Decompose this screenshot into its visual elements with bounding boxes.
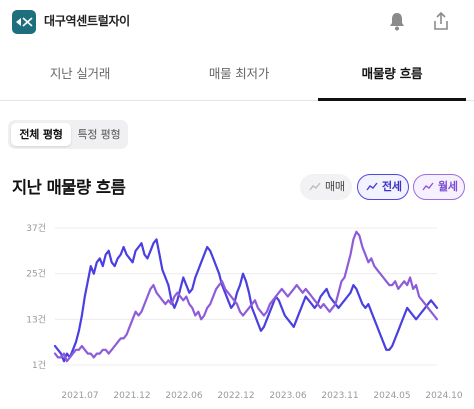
y-tick-label: 25건 [26, 269, 46, 280]
series-line-monthly-rent [53, 230, 439, 363]
share-icon[interactable] [430, 10, 452, 32]
area-type-toggle: 전체 평형 특정 평형 [8, 120, 128, 149]
segment-specific-area[interactable]: 특정 평형 [77, 128, 121, 141]
legend-chip-sale[interactable]: 매매 [300, 174, 352, 200]
y-tick-label: 37건 [26, 223, 46, 234]
trend-line-icon [366, 182, 378, 191]
legend-chip-monthly-rent[interactable]: 월세 [413, 174, 465, 200]
x-tick-label: 2023.11 [321, 391, 358, 401]
legend-label-sale: 매매 [325, 180, 345, 193]
app-header: 대구역센트럴자이 [0, 0, 474, 44]
tab-bar: 지난 실거래 매물 최저가 매물량 흐름 [0, 50, 474, 101]
listing-flow-chart: 37건 25건 13건 1건 2021.07 2021.12 2022.06 2022.12 2… [26, 223, 463, 401]
apartment-logo-icon [12, 10, 36, 34]
legend-label-monthly-rent: 월세 [438, 180, 458, 193]
legend-label-jeonse: 전세 [382, 180, 402, 193]
x-tick-label: 2022.12 [217, 391, 254, 401]
section-title: 지난 매물량 흐름 [12, 178, 126, 197]
trend-line-icon [309, 182, 321, 191]
active-tab-indicator [318, 98, 466, 101]
x-tick-label: 2022.06 [165, 391, 202, 401]
legend-chip-jeonse[interactable]: 전세 [357, 174, 409, 200]
y-tick-label: 13건 [26, 314, 46, 325]
x-tick-label: 2021.12 [113, 391, 150, 401]
x-tick-label: 2024.05 [373, 391, 410, 401]
tab-lowest-listing[interactable]: 매물 최저가 [208, 66, 270, 81]
x-tick-label: 2024.10 [425, 391, 462, 401]
apartment-name: 대구역센트럴자이 [44, 14, 130, 28]
tab-listing-flow[interactable]: 매물량 흐름 [361, 66, 423, 81]
x-tick-label: 2021.07 [61, 391, 98, 401]
segment-all-areas[interactable]: 전체 평형 [11, 123, 71, 146]
series-line-jeonse [53, 238, 439, 363]
tab-past-transactions[interactable]: 지난 실거래 [49, 66, 111, 81]
trend-line-icon [422, 182, 434, 191]
y-tick-label: 1건 [32, 360, 46, 371]
x-tick-label: 2023.06 [269, 391, 306, 401]
bell-icon[interactable] [386, 10, 408, 32]
